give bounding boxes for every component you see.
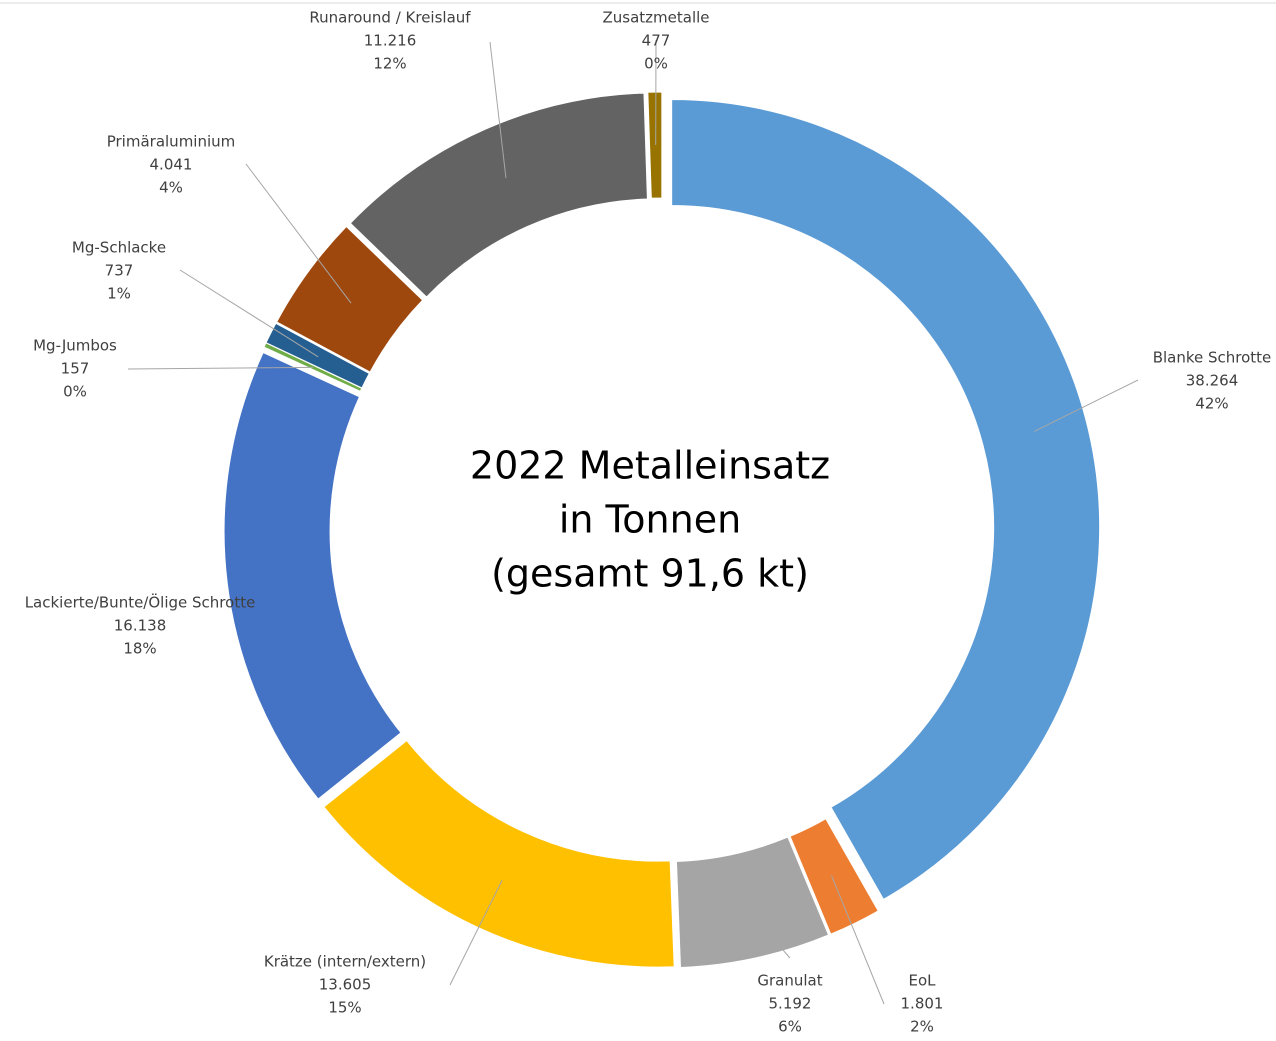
category-label: Lackierte/Bunte/Ölige Schrotte [25, 593, 256, 612]
category-label: Primäraluminium [107, 133, 236, 151]
donut-segment [789, 818, 879, 935]
value-label: 16.138 [114, 617, 167, 635]
value-label: 4.041 [150, 156, 193, 174]
donut-segment [323, 739, 675, 968]
percent-label: 2% [910, 1018, 934, 1036]
category-label: Runaround / Kreislauf [309, 9, 471, 27]
leader-line [245, 163, 352, 304]
leader-line [127, 366, 314, 370]
category-label: Mg-Jumbos [33, 337, 117, 355]
value-label: 737 [105, 262, 134, 280]
value-label: 5.192 [769, 995, 812, 1013]
chart-title: in Tonnen [559, 498, 741, 542]
percent-label: 0% [63, 383, 87, 401]
donut-segment [647, 91, 663, 199]
category-label: EoL [908, 972, 936, 990]
leader-line [179, 269, 319, 358]
value-label: 11.216 [364, 32, 417, 50]
donut-segment [223, 351, 402, 800]
category-label: Mg-Schlacke [72, 239, 166, 257]
percent-label: 0% [644, 55, 668, 73]
leader-line [449, 880, 503, 986]
donut-segment [275, 225, 424, 373]
percent-label: 4% [159, 179, 183, 197]
value-label: 1.801 [901, 995, 944, 1013]
percent-label: 18% [123, 640, 156, 658]
chart-title: (gesamt 91,6 kt) [491, 552, 809, 596]
percent-label: 42% [1195, 395, 1228, 413]
leader-line [489, 41, 507, 179]
percent-label: 15% [328, 999, 361, 1017]
leader-line [831, 875, 885, 1005]
percent-label: 1% [107, 285, 131, 303]
donut-segment [265, 322, 370, 389]
leader-line [744, 905, 791, 959]
value-label: 13.605 [319, 976, 372, 994]
category-label: Granulat [757, 972, 822, 990]
percent-label: 6% [778, 1018, 802, 1036]
donut-segment [671, 98, 1101, 901]
percent-label: 12% [373, 55, 406, 73]
category-label: Zusatzmetalle [602, 9, 709, 27]
category-label: Blanke Schrotte [1153, 349, 1272, 367]
value-label: 38.264 [1186, 372, 1239, 390]
value-label: 477 [642, 32, 671, 50]
donut-segment [349, 92, 648, 298]
value-label: 157 [61, 360, 90, 378]
chart-title: 2022 Metalleinsatz [470, 444, 830, 488]
leader-line [1033, 379, 1139, 432]
category-label: Krätze (intern/extern) [264, 953, 426, 971]
